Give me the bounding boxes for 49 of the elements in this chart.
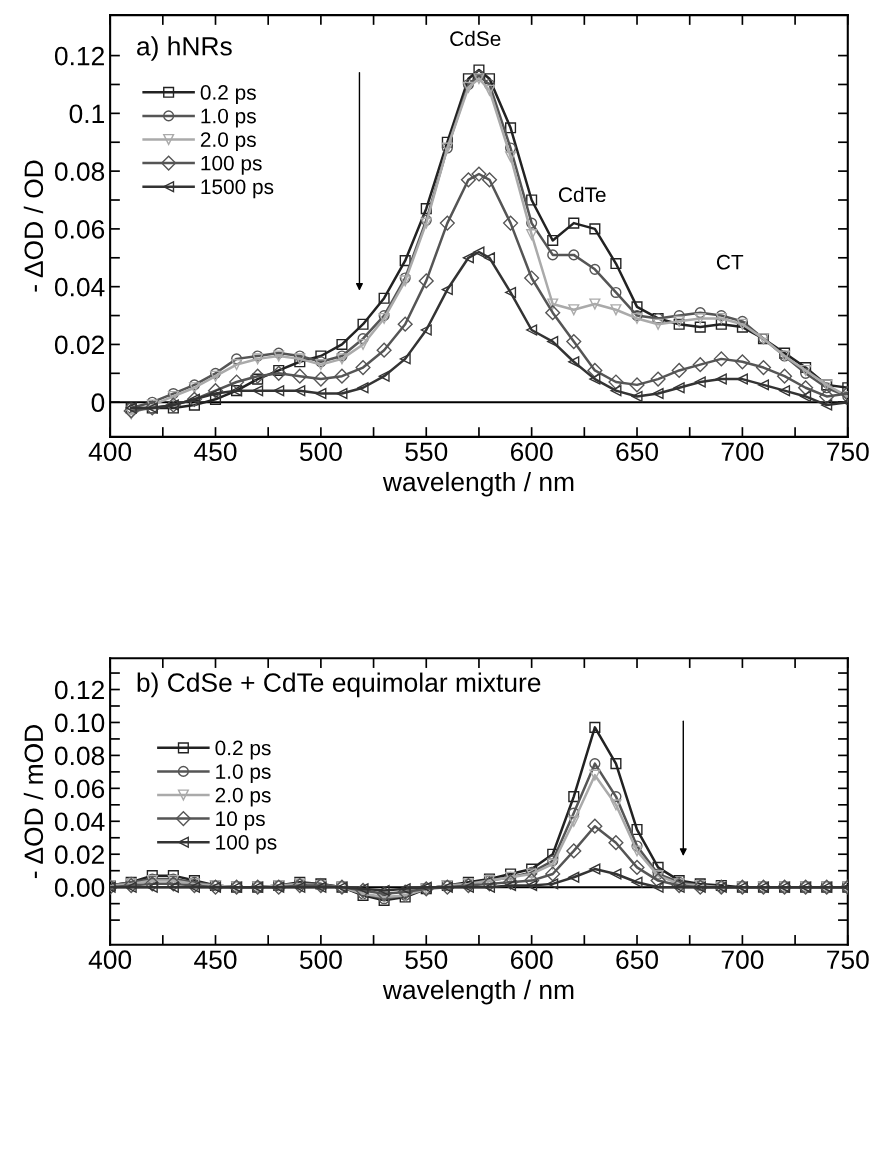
x-tick-label: 450 — [194, 442, 237, 462]
x-axis-title: wavelength / nm — [382, 979, 574, 1005]
annotation: CT — [716, 254, 744, 270]
x-tick-label: 550 — [405, 442, 448, 462]
legend-label: 1.0 ps — [201, 108, 256, 128]
x-tick-label: 650 — [616, 442, 659, 462]
legend-label: 2.0 ps — [215, 787, 271, 807]
x-tick-label: 500 — [299, 950, 342, 970]
x-tick-label: 400 — [88, 950, 132, 970]
annotation: CdTe — [558, 186, 606, 203]
y-tick-label: 0.08 — [54, 162, 105, 181]
text: b) CdSe + CdTe equimolar mixture — [137, 672, 541, 698]
legend-label: 2.0 ps — [200, 132, 256, 152]
y-axis-title: - ΔOD / mOD — [23, 725, 44, 879]
legend-label: 0.2 ps — [215, 740, 271, 760]
x-tick-label: 700 — [721, 950, 764, 970]
y-tick-label: 0.04 — [54, 277, 105, 297]
x-tick-label: 600 — [510, 442, 553, 462]
x-tick-label: 600 — [510, 950, 553, 970]
x-tick-label: 650 — [616, 950, 659, 970]
legend-label: 1.0 ps — [216, 764, 271, 784]
text: a) hNRs — [137, 36, 232, 61]
y-tick-label: 0.10 — [54, 713, 105, 733]
x-tick-label: 400 — [88, 442, 132, 462]
y-tick-label: 0.06 — [54, 779, 105, 799]
x-tick-label: 500 — [299, 442, 342, 462]
x-tick-label: 450 — [194, 950, 237, 970]
y-tick-label: 0.12 — [54, 680, 104, 700]
x-tick-label: 700 — [721, 442, 764, 462]
y-tick-label: 0.1 — [69, 104, 104, 124]
y-tick-label: 0.08 — [54, 746, 105, 766]
x-tick-label: 750 — [827, 442, 869, 462]
legend-label: 10 ps — [216, 811, 265, 831]
legend-label: 100 ps — [216, 834, 277, 854]
legend-label: 1500 ps — [201, 179, 274, 199]
y-tick-label: 0 — [91, 393, 105, 413]
y-tick-label: 0.06 — [54, 220, 105, 239]
annotation: CdSe — [450, 30, 501, 47]
y-tick-label: 0.02 — [54, 845, 104, 865]
y-tick-label: 0.00 — [54, 878, 105, 897]
y-axis-title: - ΔOD / OD — [23, 160, 44, 292]
x-axis-title: wavelength / nm — [382, 471, 574, 497]
x-tick-label: 550 — [405, 950, 448, 970]
legend-label: 100 ps — [201, 155, 262, 175]
y-tick-label: 0.12 — [54, 46, 104, 66]
y-tick-label: 0.02 — [54, 335, 104, 355]
x-tick-label: 750 — [827, 950, 869, 970]
y-tick-label: 0.04 — [54, 812, 105, 832]
legend-label: 0.2 ps — [200, 85, 256, 104]
